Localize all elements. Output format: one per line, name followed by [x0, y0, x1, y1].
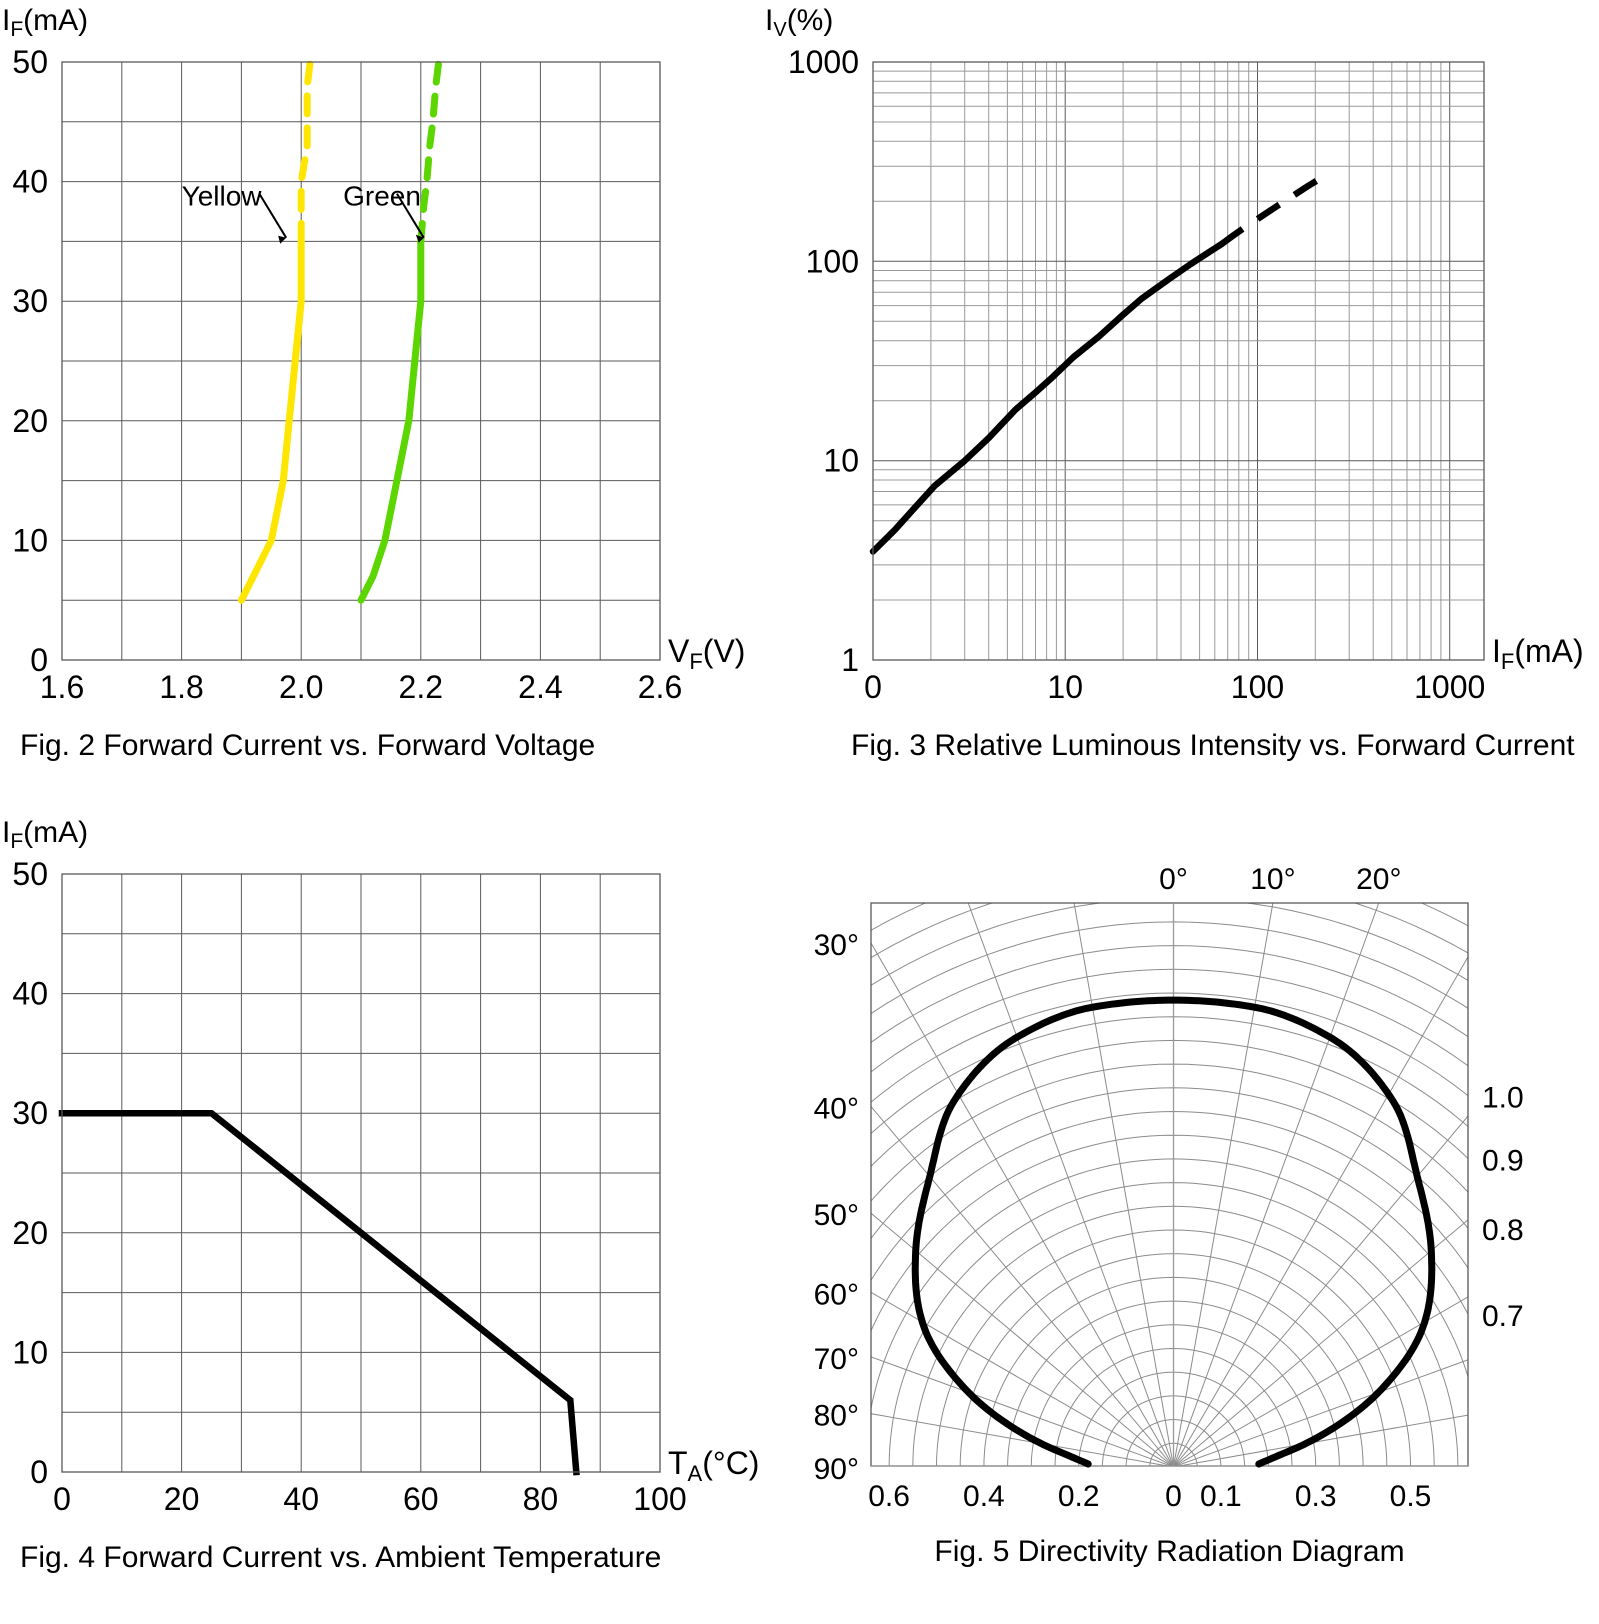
svg-text:Fig. 2 Forward Current vs. For: Fig. 2 Forward Current vs. Forward Volta…	[20, 729, 595, 762]
svg-text:10°: 10°	[1250, 863, 1295, 896]
svg-text:Fig. 5 Directivity Radiation D: Fig. 5 Directivity Radiation Diagram	[934, 1535, 1404, 1568]
svg-text:0.9: 0.9	[1482, 1144, 1524, 1177]
svg-text:20: 20	[12, 1215, 48, 1251]
svg-text:20: 20	[12, 403, 48, 439]
svg-text:60: 60	[403, 1481, 439, 1517]
svg-text:0: 0	[30, 1454, 48, 1490]
svg-text:0: 0	[864, 669, 882, 705]
svg-text:VF(V): VF(V)	[668, 633, 745, 674]
svg-text:0.7: 0.7	[1482, 1300, 1524, 1333]
svg-text:100: 100	[806, 243, 859, 279]
svg-text:30°: 30°	[814, 929, 859, 962]
svg-text:40: 40	[12, 164, 48, 200]
svg-text:20°: 20°	[1356, 863, 1401, 896]
svg-text:2.6: 2.6	[638, 669, 682, 705]
svg-text:Yellow: Yellow	[182, 181, 263, 212]
svg-text:1.0: 1.0	[1482, 1082, 1524, 1115]
svg-text:80: 80	[523, 1481, 559, 1517]
svg-text:1.6: 1.6	[40, 669, 84, 705]
svg-text:0°: 0°	[1159, 863, 1188, 896]
svg-text:0.3: 0.3	[1295, 1480, 1337, 1513]
svg-text:70°: 70°	[814, 1343, 859, 1376]
svg-text:1: 1	[841, 642, 859, 678]
svg-text:0: 0	[53, 1481, 71, 1517]
svg-text:80°: 80°	[814, 1400, 859, 1433]
svg-text:0.1: 0.1	[1200, 1480, 1242, 1513]
svg-text:40°: 40°	[814, 1093, 859, 1126]
svg-text:40: 40	[283, 1481, 319, 1517]
svg-text:10: 10	[1047, 669, 1083, 705]
svg-text:2.2: 2.2	[399, 669, 443, 705]
svg-text:0.4: 0.4	[963, 1480, 1005, 1513]
svg-text:10: 10	[823, 443, 859, 479]
svg-text:0.2: 0.2	[1058, 1480, 1100, 1513]
svg-text:1000: 1000	[1414, 669, 1485, 705]
svg-text:1000: 1000	[788, 44, 859, 80]
svg-text:10: 10	[12, 1334, 48, 1370]
svg-text:60°: 60°	[814, 1278, 859, 1311]
svg-text:10: 10	[12, 522, 48, 558]
svg-text:1.8: 1.8	[159, 669, 203, 705]
svg-text:100: 100	[1231, 669, 1284, 705]
svg-text:2.0: 2.0	[279, 669, 323, 705]
svg-text:Green: Green	[343, 181, 421, 212]
svg-text:0: 0	[1165, 1480, 1182, 1513]
svg-text:0.6: 0.6	[868, 1480, 910, 1513]
svg-text:Fig. 4 Forward Current vs. Amb: Fig. 4 Forward Current vs. Ambient Tempe…	[20, 1541, 661, 1574]
svg-text:30: 30	[12, 1095, 48, 1131]
svg-text:40: 40	[12, 976, 48, 1012]
svg-text:0.8: 0.8	[1482, 1214, 1524, 1247]
svg-text:50: 50	[12, 856, 48, 892]
svg-text:100: 100	[633, 1481, 686, 1517]
svg-text:0.5: 0.5	[1390, 1480, 1432, 1513]
svg-text:30: 30	[12, 283, 48, 319]
svg-text:Fig. 3 Relative Luminous Inten: Fig. 3 Relative Luminous Intensity vs. F…	[851, 729, 1575, 762]
svg-text:20: 20	[164, 1481, 200, 1517]
svg-text:TA(°C): TA(°C)	[668, 1445, 759, 1486]
svg-text:2.4: 2.4	[518, 669, 562, 705]
svg-text:50: 50	[12, 44, 48, 80]
svg-text:50°: 50°	[814, 1199, 859, 1232]
svg-text:90°: 90°	[814, 1453, 859, 1486]
